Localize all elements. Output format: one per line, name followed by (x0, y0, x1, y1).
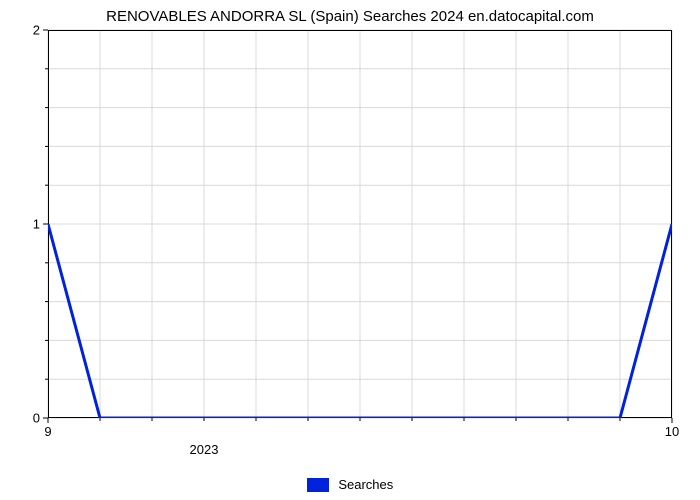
chart-title: RENOVABLES ANDORRA SL (Spain) Searches 2… (0, 8, 700, 25)
x-tick-label: 9 (44, 424, 51, 439)
legend-swatch (307, 478, 329, 492)
legend-label: Searches (338, 477, 393, 492)
series-svg (48, 30, 672, 418)
plot-area: 0129102023 (48, 30, 672, 418)
chart-container: RENOVABLES ANDORRA SL (Spain) Searches 2… (0, 0, 700, 500)
x-tick-label: 10 (665, 424, 679, 439)
y-tick-label: 2 (10, 23, 40, 38)
y-tick-label: 0 (10, 411, 40, 426)
legend: Searches (0, 476, 700, 492)
y-tick-label: 1 (10, 217, 40, 232)
x-secondary-label: 2023 (190, 442, 219, 457)
